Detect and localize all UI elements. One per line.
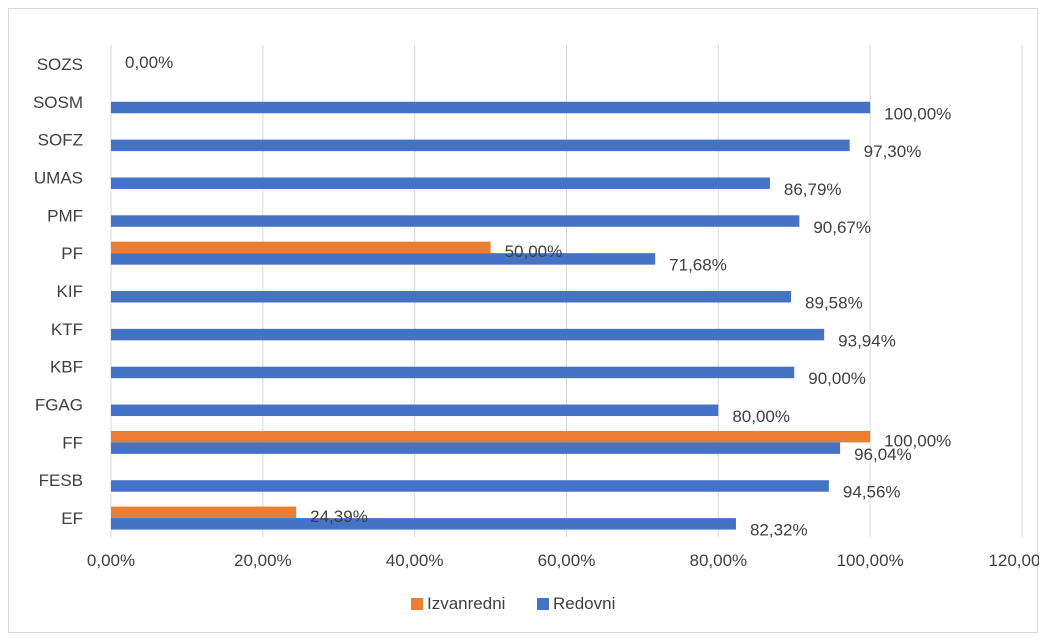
data-label-redovni: 96,04% [854,445,912,464]
data-labels: 24,39%82,32%94,56%100,00%96,04%80,00%90,… [125,53,951,540]
x-axis-tick-labels: 0,00% 20,00% 40,00% 60,00% 80,00% 100,00% 120,… [87,551,1039,570]
bar-redovni [111,215,800,227]
bar-redovni [111,177,770,189]
bars [111,101,871,530]
bar-redovni [111,328,825,341]
data-label-redovni: 71,68% [669,256,727,275]
bar-redovni [111,366,795,379]
category-label: SOZS [37,55,83,74]
bar-izvanredni [111,241,491,254]
category-label: FF [62,433,83,452]
category-label: FESB [39,471,83,490]
bar-redovni [111,480,829,492]
x-tick-label: 120,00% [988,551,1039,570]
category-label: KIF [57,282,83,301]
bar-redovni [111,139,850,152]
data-label-redovni: 80,00% [732,407,790,426]
data-label-izvanredni: 0,00% [125,53,173,72]
bar-chart: 24,39%82,32%94,56%100,00%96,04%80,00%90,… [33,45,1039,613]
data-label-izvanredni: 24,39% [310,507,368,526]
category-label: PF [61,244,83,263]
data-label-redovni: 93,94% [838,331,896,350]
chart-container: 24,39% 82,32% 94,56% 100,00% 96,04% 80,00% 90,… [8,8,1039,633]
category-label: UMAS [34,168,83,187]
category-label: KTF [51,320,83,339]
bar-izvanredni [111,430,871,443]
legend-label: Redovni [553,594,615,613]
data-label-redovni: 97,30% [864,142,922,161]
category-label: SOSM [33,93,83,112]
bar-redovni [111,253,656,265]
legend: Izvanredni Redovni [411,594,615,613]
data-label-redovni: 89,58% [805,294,863,313]
category-label: EF [61,509,83,528]
category-label: PMF [47,206,83,225]
bar-redovni [111,442,841,454]
data-label-izvanredni: 100,00% [884,431,951,450]
category-label: KBF [50,358,83,377]
data-label-redovni: 94,56% [843,483,901,502]
data-label-redovni: 100,00% [884,104,951,123]
bar-redovni [111,101,871,114]
category-label: FGAG [35,396,83,415]
data-label-redovni: 90,67% [813,218,871,237]
legend-label: Izvanredni [427,594,505,613]
legend-swatch [537,598,549,610]
x-tick-label: 0,00% [87,551,135,570]
x-tick-label: 20,00% [234,551,292,570]
bar-redovni [111,291,792,303]
data-label-redovni: 90,00% [808,369,866,388]
x-tick-label: 80,00% [689,551,747,570]
bar-izvanredni [111,506,297,519]
category-label: SOFZ [38,131,83,150]
x-tick-label: 100,00% [837,551,904,570]
x-tick-label: 40,00% [386,551,444,570]
data-label-redovni: 82,32% [750,521,808,540]
category-labels: EF FESB FF FGAG KBF KTF KIF PF PMF UMAS SOFZ SOSM SO… [33,55,83,528]
legend-swatch [411,598,423,610]
x-tick-label: 60,00% [538,551,596,570]
data-label-izvanredni: 50,00% [505,242,563,261]
bar-redovni [111,404,719,417]
data-label-redovni: 86,79% [784,180,842,199]
bar-redovni [111,518,736,530]
